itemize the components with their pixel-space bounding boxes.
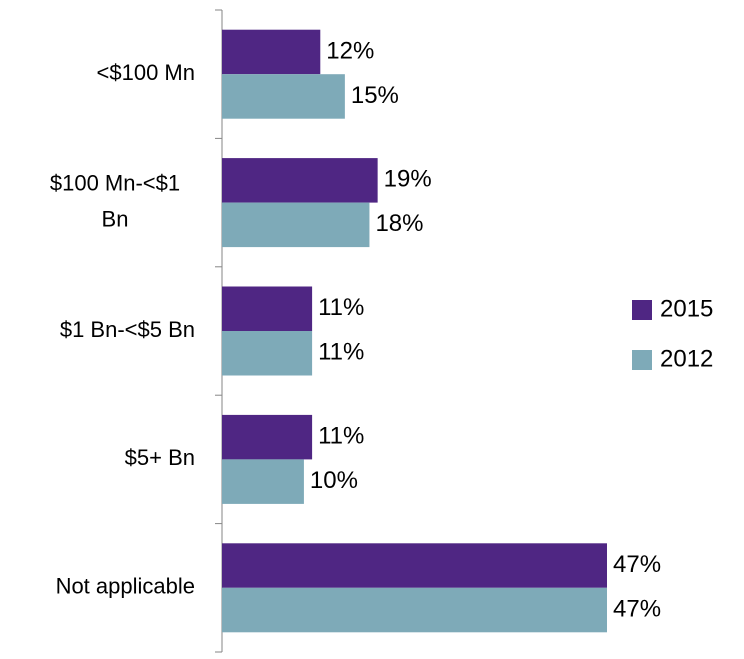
value-label: 19% (384, 166, 432, 193)
value-label: 11% (318, 339, 364, 366)
category-label-line: $100 Mn-<$1 (50, 170, 180, 195)
bar (222, 587, 607, 633)
value-label: 11% (318, 422, 364, 449)
value-label: 10% (310, 467, 358, 494)
value-label: 47% (613, 595, 661, 622)
category-label: $1 Bn-<$5 Bn (60, 317, 195, 342)
value-label: 15% (351, 82, 399, 109)
category-label-line: Bn (102, 206, 129, 231)
bar (222, 459, 304, 504)
bar (222, 74, 345, 119)
category-label: $5+ Bn (125, 445, 195, 470)
bar (222, 331, 313, 376)
bar (222, 202, 370, 248)
bar (222, 286, 313, 331)
category-label: <$100 Mn (97, 60, 195, 85)
value-label: 11% (318, 294, 364, 321)
value-label: 47% (613, 551, 661, 578)
category-label: Not applicable (56, 574, 195, 599)
bar (222, 543, 607, 588)
legend-swatch (632, 300, 652, 320)
bar (222, 158, 378, 203)
bar (222, 414, 313, 460)
bar (222, 29, 321, 75)
legend-label: 2012 (660, 345, 713, 372)
value-label: 12% (326, 37, 374, 64)
legend-swatch (632, 350, 652, 370)
legend-label: 2015 (660, 295, 713, 322)
value-label: 18% (375, 210, 423, 237)
category-label: $100 Mn-<$1 Bn (50, 170, 180, 231)
